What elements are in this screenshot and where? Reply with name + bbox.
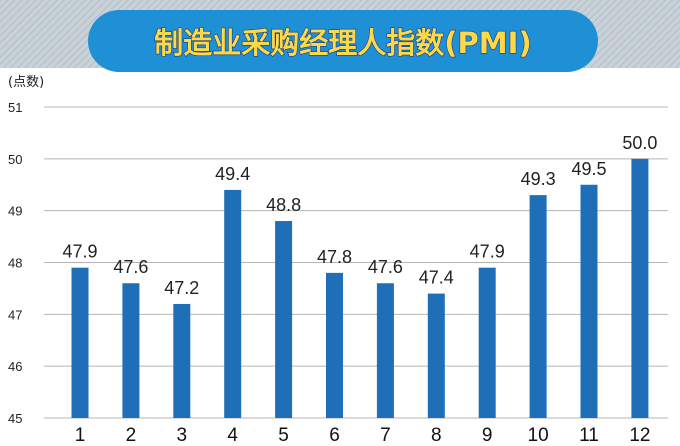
bar — [580, 184, 598, 418]
data-label: 50.0 — [622, 133, 657, 153]
chart-title: 制造业采购经理人指数(PMI) — [154, 26, 531, 60]
y-tick-label: 49 — [8, 204, 22, 219]
x-tick-label: 4 — [227, 425, 238, 446]
x-tick-label: 7 — [380, 425, 391, 446]
data-label: 49.3 — [521, 169, 556, 189]
x-tick-label: 3 — [177, 425, 188, 446]
x-axis-ticks: 1 2 3 4 5 6 7 8 9 10 11 12 — [75, 425, 651, 446]
bar — [275, 221, 293, 418]
data-label: 47.6 — [113, 257, 148, 277]
x-tick-label: 1 — [75, 425, 86, 446]
data-label: 48.8 — [266, 195, 301, 215]
gridlines — [44, 106, 668, 419]
data-label: 47.4 — [419, 268, 454, 288]
bar — [326, 272, 343, 418]
bar — [631, 158, 649, 419]
bars — [71, 158, 649, 419]
y-tick-label: 46 — [8, 359, 22, 374]
bar — [71, 267, 89, 418]
title-banner — [88, 10, 598, 72]
data-label: 47.6 — [368, 257, 403, 277]
data-label: 47.9 — [62, 242, 97, 262]
y-tick-label: 50 — [8, 152, 22, 167]
bar — [173, 303, 191, 418]
y-tick-label: 45 — [8, 411, 22, 426]
data-label: 49.5 — [571, 159, 606, 179]
y-axis-unit-label: (点数) — [8, 75, 44, 90]
bar — [122, 283, 140, 418]
x-tick-label: 12 — [629, 425, 650, 446]
x-tick-label: 5 — [278, 425, 289, 446]
bar — [224, 189, 242, 418]
x-tick-label: 8 — [431, 425, 442, 446]
data-label: 47.2 — [164, 278, 199, 298]
y-tick-label: 51 — [8, 100, 22, 115]
x-tick-label: 2 — [126, 425, 137, 446]
y-tick-label: 47 — [8, 307, 22, 322]
bar — [529, 195, 547, 418]
bar — [427, 293, 445, 418]
data-labels: 47.9 47.6 47.2 49.4 48.8 47.8 47.6 47.4 47.9 49.3… — [62, 133, 657, 298]
y-tick-label: 48 — [8, 256, 22, 271]
data-label: 47.9 — [470, 242, 505, 262]
bar — [376, 283, 394, 418]
x-tick-label: 11 — [579, 425, 599, 446]
bar — [478, 267, 496, 418]
data-label: 47.8 — [317, 247, 352, 267]
x-tick-label: 9 — [482, 425, 493, 446]
x-tick-label: 10 — [528, 425, 549, 446]
data-label: 49.4 — [215, 164, 250, 184]
x-tick-label: 6 — [329, 425, 340, 446]
y-axis-ticks: 45 46 47 48 49 50 51 — [8, 100, 22, 426]
